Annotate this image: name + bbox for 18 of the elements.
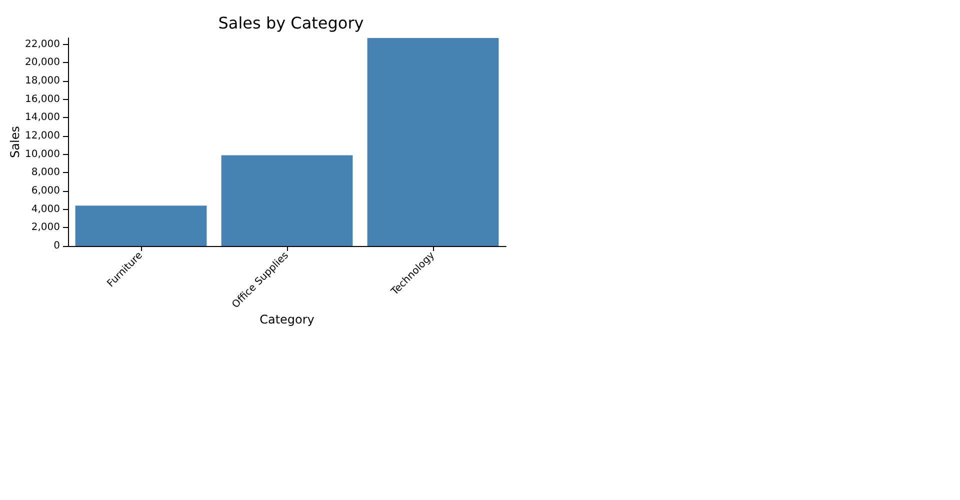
y-tick-label: 14,000 — [25, 112, 60, 124]
y-axis-title: Sales — [8, 126, 22, 158]
y-tick-label: 22,000 — [25, 38, 60, 50]
bar — [367, 38, 499, 246]
y-tick-label: 16,000 — [25, 94, 60, 105]
y-tick-label: 10,000 — [25, 148, 60, 160]
chart-title: Sales by Category — [218, 14, 364, 32]
y-tick-label: 8,000 — [31, 167, 60, 178]
bar — [221, 155, 353, 246]
y-tick-label: 0 — [54, 240, 60, 252]
y-tick-label: 20,000 — [25, 57, 60, 68]
bar — [75, 206, 207, 246]
y-tick-label: 2,000 — [31, 222, 60, 234]
x-axis-title: Category — [260, 312, 314, 326]
y-tick-label: 4,000 — [31, 204, 60, 215]
y-tick-label: 18,000 — [25, 76, 60, 87]
y-tick-label: 6,000 — [31, 186, 60, 197]
y-tick-label: 12,000 — [25, 130, 60, 142]
